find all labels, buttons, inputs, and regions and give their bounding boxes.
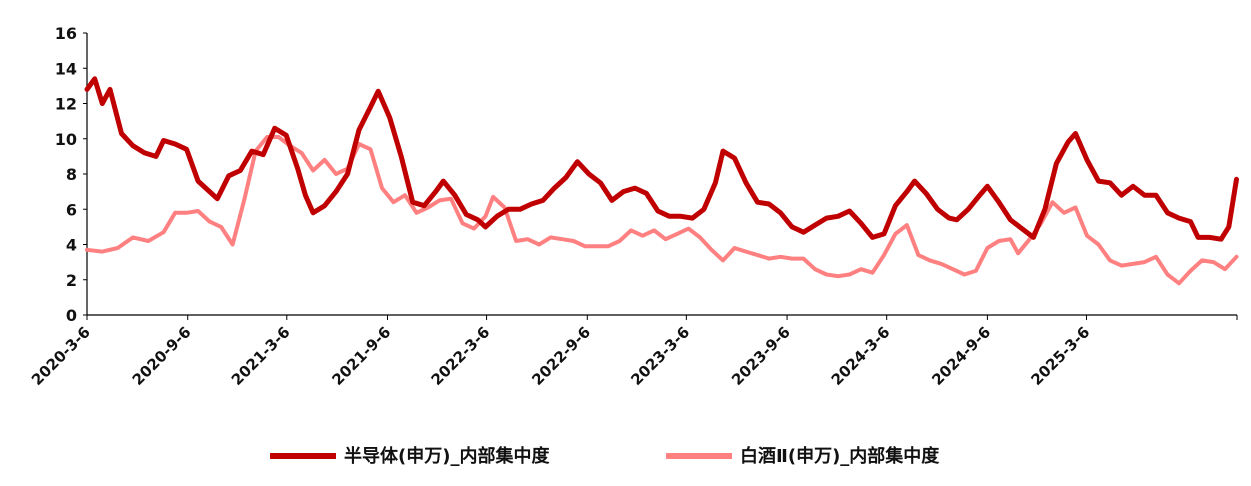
x-tick-label: 2024-9-6: [928, 323, 994, 389]
y-tick-label: 8: [66, 165, 77, 184]
x-tick-label: 2021-3-6: [228, 323, 294, 389]
y-tick-label: 0: [66, 306, 77, 325]
chart-axes: [86, 33, 1237, 316]
legend-label-baijiu: 白酒Ⅱ(申万)_内部集中度: [740, 445, 940, 467]
legend-item-semiconductor: 半导体(申万)_内部集中度: [270, 445, 550, 467]
y-tick-label: 16: [55, 24, 77, 43]
series-lines: [84, 76, 1239, 286]
series-line-baijiu: [85, 135, 1239, 286]
x-tick-label: 2025-3-6: [1027, 323, 1093, 389]
x-tick-label: 2022-9-6: [528, 323, 594, 389]
legend-label-semiconductor: 半导体(申万)_内部集中度: [344, 445, 550, 467]
series-line-semiconductor: [84, 76, 1239, 242]
y-tick-label: 4: [66, 236, 77, 255]
y-tick-label: 14: [55, 59, 77, 78]
y-tick-label: 2: [66, 271, 77, 290]
y-axis-ticks: 0 2 4 6 8 10 12 14 16: [55, 24, 87, 325]
x-tick-label: 2023-9-6: [728, 323, 794, 389]
x-tick-label: 2022-3-6: [428, 323, 494, 389]
y-tick-label: 12: [55, 95, 77, 114]
chart-legend: 半导体(申万)_内部集中度 白酒Ⅱ(申万)_内部集中度: [270, 445, 940, 467]
x-tick-label: 2024-3-6: [828, 323, 894, 389]
x-tick-label: 2020-3-6: [28, 323, 94, 389]
x-tick-label: 2020-9-6: [129, 323, 195, 389]
x-tick-label: 2023-3-6: [627, 323, 693, 389]
x-tick-label: 2021-9-6: [329, 323, 395, 389]
y-tick-label: 6: [66, 200, 77, 219]
x-axis-ticks: 2020-3-6 2020-9-6 2021-3-6 2021-9-6 2022-3-6…: [28, 315, 1238, 389]
legend-item-baijiu: 白酒Ⅱ(申万)_内部集中度: [666, 445, 940, 467]
y-tick-label: 10: [55, 130, 77, 149]
